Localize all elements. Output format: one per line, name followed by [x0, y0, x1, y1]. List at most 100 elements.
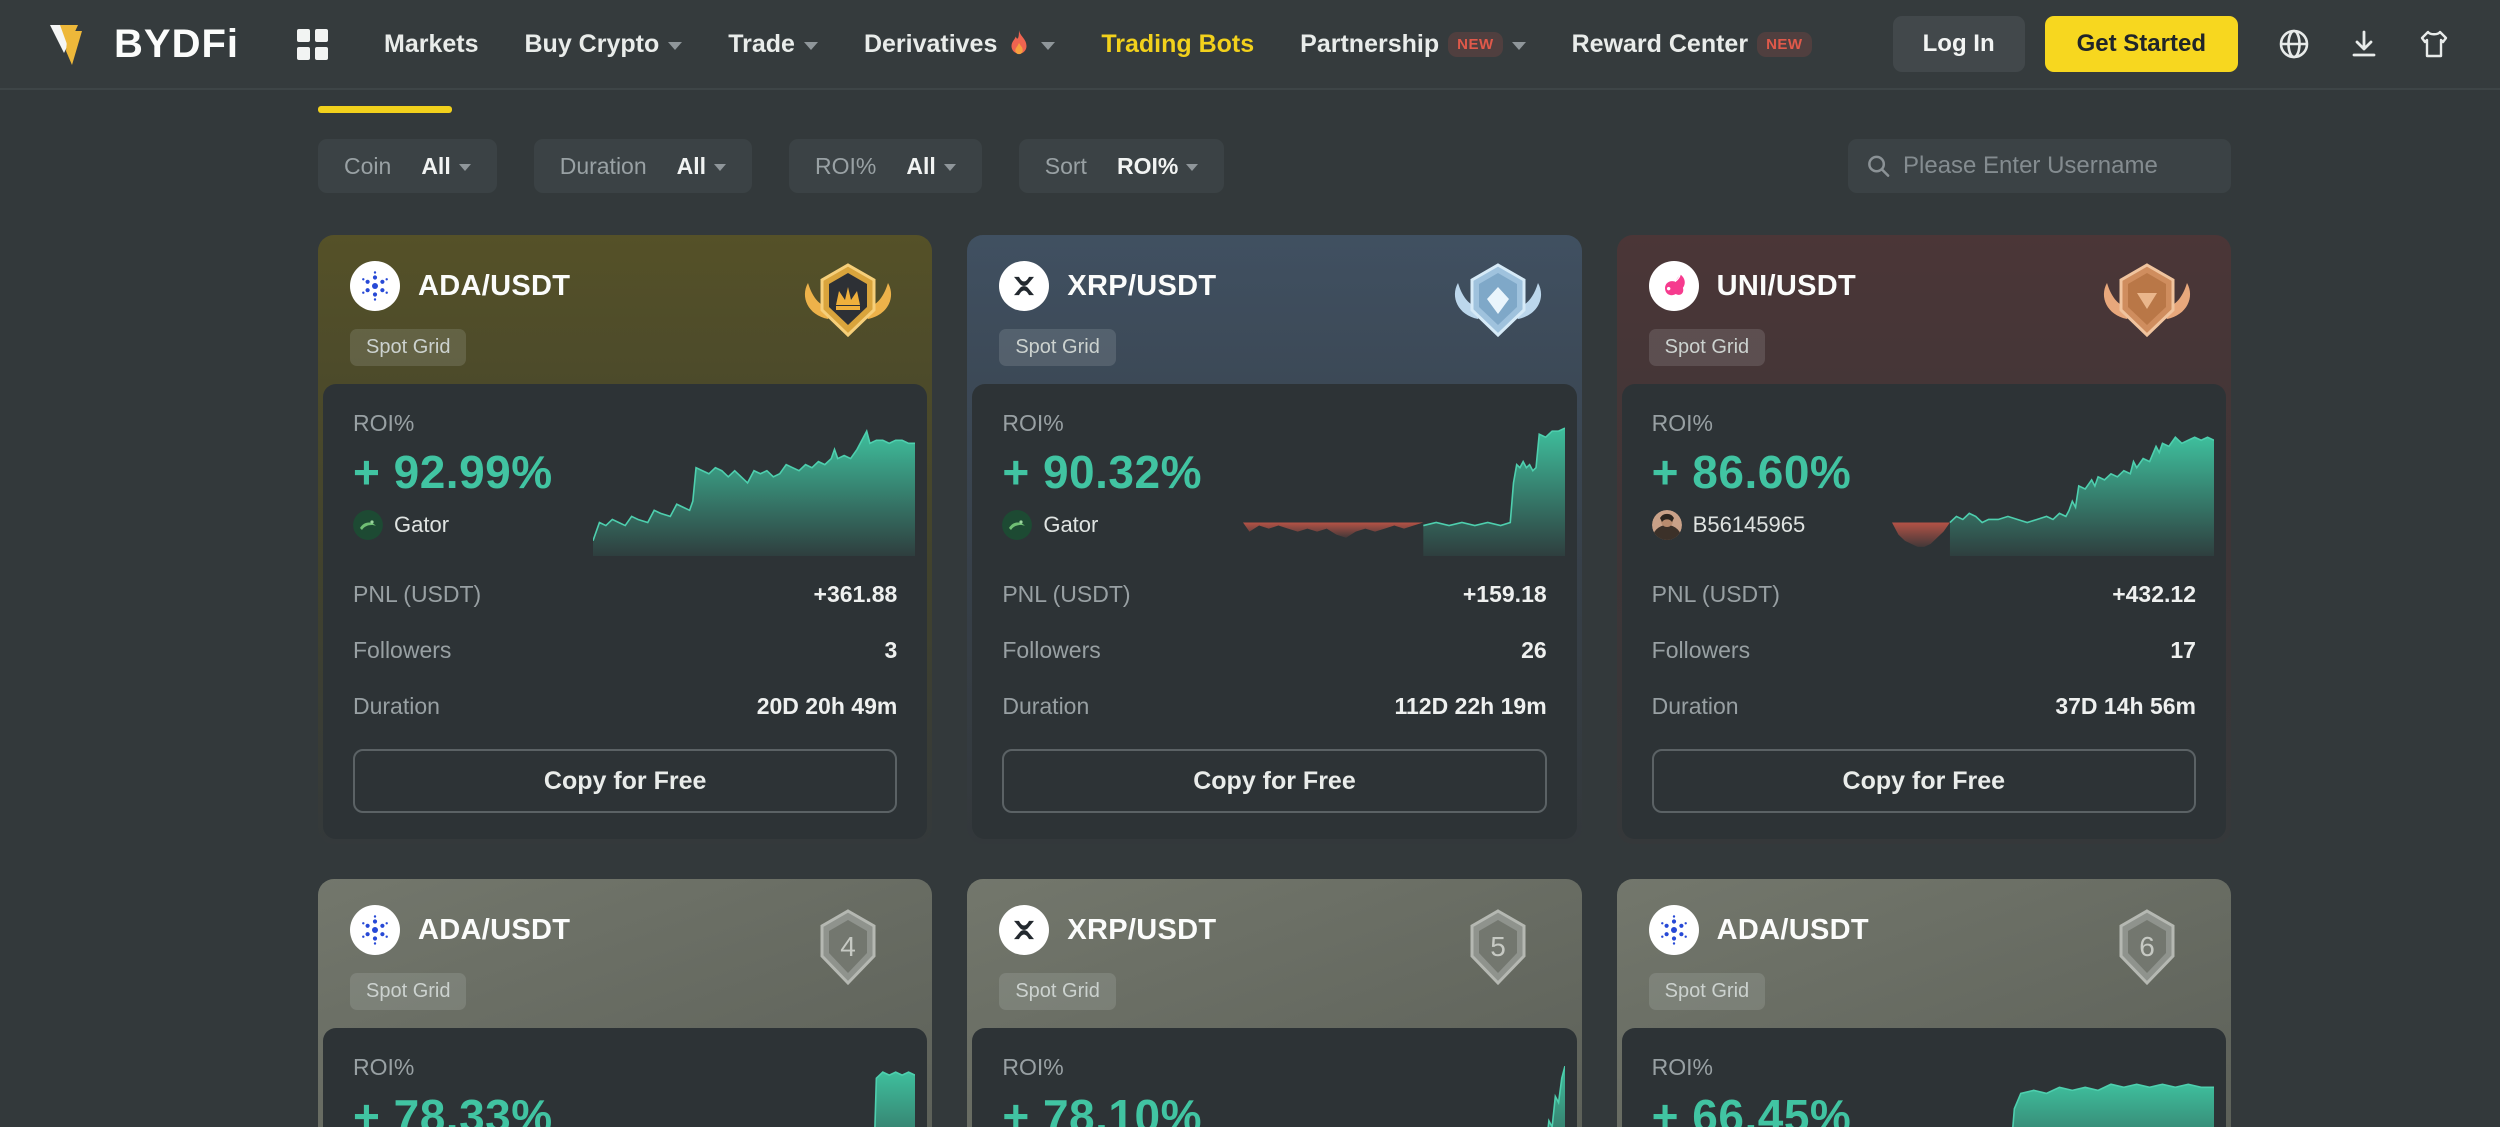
bot-card-grid: ADA/USDT Spot Grid ROI% + 92.99% [318, 235, 2231, 1127]
nav-buy-crypto[interactable]: Buy Crypto [525, 30, 683, 59]
pnl-label: PNL (USDT) [1651, 580, 1780, 607]
chevron-down-icon [714, 164, 727, 171]
duration-value: 112D 22h 19m [1394, 692, 1547, 719]
pair-name: XRP/USDT [1067, 913, 1217, 946]
card-body: ROI% + 86.60% B56145965 PNL (USDT) +432.1… [1621, 384, 2226, 839]
cardano-coin-icon [350, 905, 400, 955]
bot-card-ada-6: ADA/USDT Spot Grid 6 ROI% + 66.45% [1616, 879, 2231, 1127]
rank-silver-badge [1448, 257, 1548, 349]
duration-filter[interactable]: Duration All [533, 139, 753, 193]
roi-label: ROI% [1651, 410, 1713, 436]
roi-label: ROI% [1002, 410, 1064, 436]
nav-reward-center-label: Reward Center [1571, 29, 1749, 58]
rank-number: 5 [1490, 931, 1506, 962]
chevron-down-icon [668, 41, 683, 50]
trader-link[interactable]: B56145965 [1651, 509, 2196, 541]
trader-link[interactable]: Gator [1002, 509, 1546, 541]
roi-filter-value: All [906, 152, 936, 179]
followers-label: Followers [1002, 636, 1101, 663]
bot-card-uni-3: UNI/USDT Spot Grid ROI% + 86.60% B [1616, 235, 2231, 844]
duration-filter-value: All [676, 152, 707, 179]
nav-markets-label: Markets [384, 29, 479, 58]
coin-filter-value: All [421, 152, 451, 179]
nav-trade-label: Trade [728, 29, 795, 58]
roi-label: ROI% [1002, 1054, 1064, 1080]
nav-reward-center[interactable]: Reward Center NEW [1572, 30, 1812, 59]
duration-value: 20D 20h 49m [756, 692, 898, 719]
trader-name: Gator [394, 512, 450, 537]
logo-wordmark: BYDFi [114, 21, 239, 66]
card-body: ROI% + 90.32% Gator PNL (USDT) +159.18 Fo… [972, 384, 1577, 839]
globe-icon[interactable] [2276, 26, 2312, 62]
roi-value: + 78.33% [353, 1090, 553, 1127]
pair-name: ADA/USDT [418, 269, 571, 302]
nav-markets[interactable]: Markets [384, 30, 479, 59]
pair-name: ADA/USDT [418, 913, 571, 946]
sort-filter[interactable]: Sort ROI% [1018, 139, 1225, 193]
followers-label: Followers [1651, 636, 1751, 663]
rank-number-badge: 5 [1448, 901, 1548, 993]
roi-value: + 78.10% [1002, 1090, 1202, 1127]
nav-buy-crypto-label: Buy Crypto [524, 29, 660, 58]
duration-label: Duration [353, 692, 440, 719]
nav-trade[interactable]: Trade [728, 30, 818, 59]
nav-partnership-label: Partnership [1300, 29, 1440, 58]
roi-sparkline [593, 422, 916, 556]
bydfi-logo[interactable]: BYDFi [48, 21, 239, 67]
copy-for-free-button[interactable]: Copy for Free [1651, 749, 2196, 813]
active-tab-indicator [318, 106, 452, 113]
copy-for-free-button[interactable]: Copy for Free [353, 749, 898, 813]
apps-grid-icon[interactable] [297, 28, 328, 60]
rank-number: 6 [2139, 931, 2155, 962]
nav-derivatives[interactable]: Derivatives [863, 29, 1056, 59]
new-badge: NEW [1757, 31, 1812, 57]
pnl-label: PNL (USDT) [353, 580, 482, 607]
bot-card-ada-1: ADA/USDT Spot Grid ROI% + 92.99% [318, 235, 933, 844]
roi-sparkline [1892, 1066, 2214, 1127]
download-icon[interactable] [2346, 26, 2382, 62]
bot-card-xrp-2: XRP/USDT Spot Grid ROI% + 90.32% G [967, 235, 1582, 844]
pair-name: ADA/USDT [1716, 913, 1869, 946]
pnl-label: PNL (USDT) [1002, 580, 1131, 607]
pnl-value: +432.12 [2112, 580, 2196, 607]
rank-number-badge: 6 [2097, 901, 2197, 993]
trader-avatar [1651, 510, 1682, 540]
copy-for-free-button[interactable]: Copy for Free [1002, 749, 1547, 813]
filter-bar: Coin All Duration All ROI% All Sort ROI% [318, 139, 2231, 193]
bot-card-xrp-5: XRP/USDT Spot Grid 5 ROI% + 78.10% [967, 879, 1582, 1127]
nav-derivatives-label: Derivatives [863, 29, 998, 58]
nav-trading-bots[interactable]: Trading Bots [1101, 30, 1254, 59]
duration-label: Duration [1002, 692, 1090, 719]
uniswap-coin-icon [1648, 261, 1699, 311]
roi-value: + 90.32% [1002, 446, 1202, 498]
card-header: ADA/USDT Spot Grid 4 [318, 879, 932, 1028]
roi-sparkline [593, 1066, 916, 1127]
coin-filter-label: Coin [344, 152, 392, 179]
followers-label: Followers [353, 636, 452, 663]
roi-value: + 92.99% [353, 446, 553, 498]
xrp-coin-icon [999, 905, 1050, 955]
card-header: ADA/USDT Spot Grid [318, 235, 932, 384]
strategy-tag: Spot Grid [999, 329, 1116, 366]
get-started-button[interactable]: Get Started [2044, 16, 2238, 72]
coin-filter[interactable]: Coin All [318, 139, 497, 193]
roi-filter[interactable]: ROI% All [789, 139, 982, 193]
shirt-icon[interactable] [2416, 26, 2452, 62]
login-button[interactable]: Log In [1892, 16, 2025, 72]
strategy-tag: Spot Grid [350, 973, 467, 1010]
trader-link[interactable]: Gator [353, 509, 897, 541]
fire-icon [1011, 30, 1027, 55]
strategy-tag: Spot Grid [1648, 973, 1766, 1010]
username-search[interactable] [1848, 139, 2231, 193]
strategy-tag: Spot Grid [999, 973, 1116, 1010]
trader-name: Gator [1043, 512, 1099, 537]
duration-filter-label: Duration [559, 152, 647, 179]
roi-label: ROI% [353, 410, 415, 436]
nav-partnership[interactable]: Partnership NEW [1300, 29, 1526, 59]
chevron-down-icon [458, 164, 471, 171]
duration-value: 37D 14h 56m [2055, 692, 2196, 719]
roi-sparkline [1242, 422, 1565, 556]
roi-label: ROI% [1651, 1054, 1713, 1080]
search-input[interactable] [1903, 152, 2213, 180]
rank-bronze-badge [2097, 257, 2197, 349]
